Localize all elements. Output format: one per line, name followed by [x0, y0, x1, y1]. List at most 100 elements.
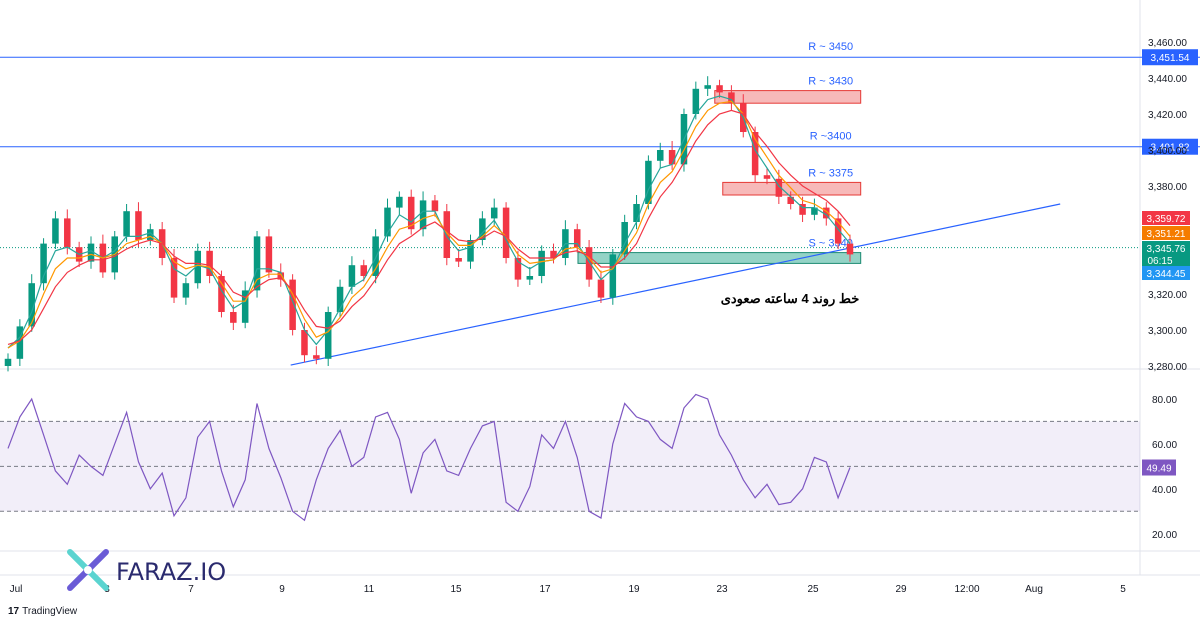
candle[interactable]	[348, 265, 356, 287]
price-tag-3	[1142, 266, 1190, 280]
candle[interactable]	[585, 247, 593, 280]
candle[interactable]	[775, 178, 783, 197]
candle[interactable]	[656, 150, 664, 161]
candle[interactable]	[823, 207, 830, 219]
price-tick-label: 3,460.00	[1148, 38, 1187, 49]
time-tick-label: 12:00	[954, 584, 979, 595]
candle[interactable]	[645, 160, 652, 204]
candle[interactable]	[728, 92, 735, 104]
candle[interactable]	[336, 286, 344, 312]
rsi-tick-label: 80.00	[1152, 395, 1177, 406]
candle[interactable]	[289, 279, 296, 330]
faraz-logo: FARAZ.IO	[67, 549, 226, 591]
price-pane[interactable]	[0, 0, 1140, 368]
ema-mid-line[interactable]	[7, 100, 851, 349]
price-tick-label: 3,400.00	[1148, 146, 1187, 157]
candle[interactable]	[253, 236, 261, 291]
candle[interactable]	[633, 204, 640, 222]
trendline-label: خط روند 4 ساعته صعودی	[721, 291, 860, 307]
candle[interactable]	[301, 330, 308, 356]
candle[interactable]	[704, 85, 711, 89]
candle[interactable]	[621, 222, 628, 255]
candle[interactable]	[40, 243, 47, 284]
candle[interactable]	[573, 229, 581, 248]
ema-fast-line[interactable]	[7, 95, 851, 349]
zone-0[interactable]	[714, 90, 862, 104]
time-tick-label: Aug	[1025, 584, 1043, 595]
faraz-logo-mark-icon	[67, 549, 109, 591]
candle[interactable]	[692, 88, 700, 114]
candle[interactable]	[751, 132, 759, 176]
candle[interactable]	[763, 175, 771, 179]
candle[interactable]	[241, 290, 249, 323]
trendline[interactable]	[290, 203, 1061, 366]
candle[interactable]	[467, 240, 474, 262]
hline-tag-0	[1142, 49, 1198, 66]
candle[interactable]	[360, 265, 368, 276]
candle[interactable]	[194, 250, 202, 284]
candle[interactable]	[431, 200, 439, 212]
candle[interactable]	[135, 211, 142, 240]
candle[interactable]	[811, 207, 818, 215]
candle[interactable]	[147, 229, 154, 240]
rsi-value-tag-text: 49.49	[1146, 464, 1171, 475]
candle[interactable]	[526, 276, 534, 280]
candle[interactable]	[396, 196, 403, 208]
candle[interactable]	[502, 207, 510, 258]
candle[interactable]	[16, 326, 24, 359]
zone-label-2: S ~ 3340	[809, 238, 853, 250]
candle[interactable]	[846, 243, 854, 255]
candle[interactable]	[443, 211, 451, 258]
candle[interactable]	[52, 218, 59, 244]
candle[interactable]	[716, 85, 723, 93]
candle[interactable]	[4, 358, 12, 366]
candle[interactable]	[230, 312, 237, 323]
candle[interactable]	[123, 211, 130, 237]
candle[interactable]	[277, 272, 285, 280]
faraz-logo-text: FARAZ.IO	[116, 558, 226, 586]
candle[interactable]	[372, 236, 379, 276]
candle[interactable]	[87, 243, 95, 262]
candle[interactable]	[609, 254, 617, 298]
candle[interactable]	[182, 283, 190, 298]
time-tick-label: 9	[279, 584, 285, 595]
candle[interactable]	[514, 258, 522, 280]
candle[interactable]	[479, 218, 486, 240]
time-tick-label: 19	[628, 584, 640, 595]
rsi-tick-label: 60.00	[1152, 440, 1177, 451]
candle[interactable]	[419, 200, 427, 230]
candle[interactable]	[64, 218, 71, 248]
ema-slow-line[interactable]	[7, 109, 851, 345]
candle[interactable]	[324, 312, 332, 359]
candle[interactable]	[28, 283, 35, 327]
candle[interactable]	[206, 250, 213, 276]
rsi-value-tag	[1142, 459, 1176, 476]
candle[interactable]	[170, 258, 178, 298]
candle[interactable]	[799, 204, 806, 215]
rsi-line[interactable]	[7, 393, 851, 522]
candle[interactable]	[313, 355, 320, 359]
time-tick-label: 15	[450, 584, 462, 595]
candle[interactable]	[668, 150, 676, 165]
zone-2[interactable]	[577, 252, 862, 264]
candle[interactable]	[597, 279, 605, 298]
candle[interactable]	[787, 196, 794, 204]
candle[interactable]	[490, 207, 498, 219]
tradingview-attribution[interactable]: 17 TradingView	[8, 606, 77, 617]
rsi-pane[interactable]	[0, 370, 1140, 550]
time-tick-label: 25	[807, 584, 819, 595]
price-tag-countdown: 06:15	[1147, 256, 1172, 267]
candle[interactable]	[218, 276, 225, 312]
candle[interactable]	[834, 218, 842, 244]
price-tag-text-0: 3,359.72	[1147, 214, 1186, 225]
hline-tag-text-1: 3,401.82	[1151, 143, 1190, 154]
price-tag-0	[1142, 211, 1190, 225]
candle[interactable]	[265, 236, 273, 273]
candle[interactable]	[407, 196, 415, 230]
hline-label-1: R ~3400	[810, 131, 852, 143]
candle[interactable]	[384, 207, 391, 237]
candle[interactable]	[455, 258, 462, 262]
candle[interactable]	[538, 250, 545, 276]
candle[interactable]	[550, 250, 557, 258]
